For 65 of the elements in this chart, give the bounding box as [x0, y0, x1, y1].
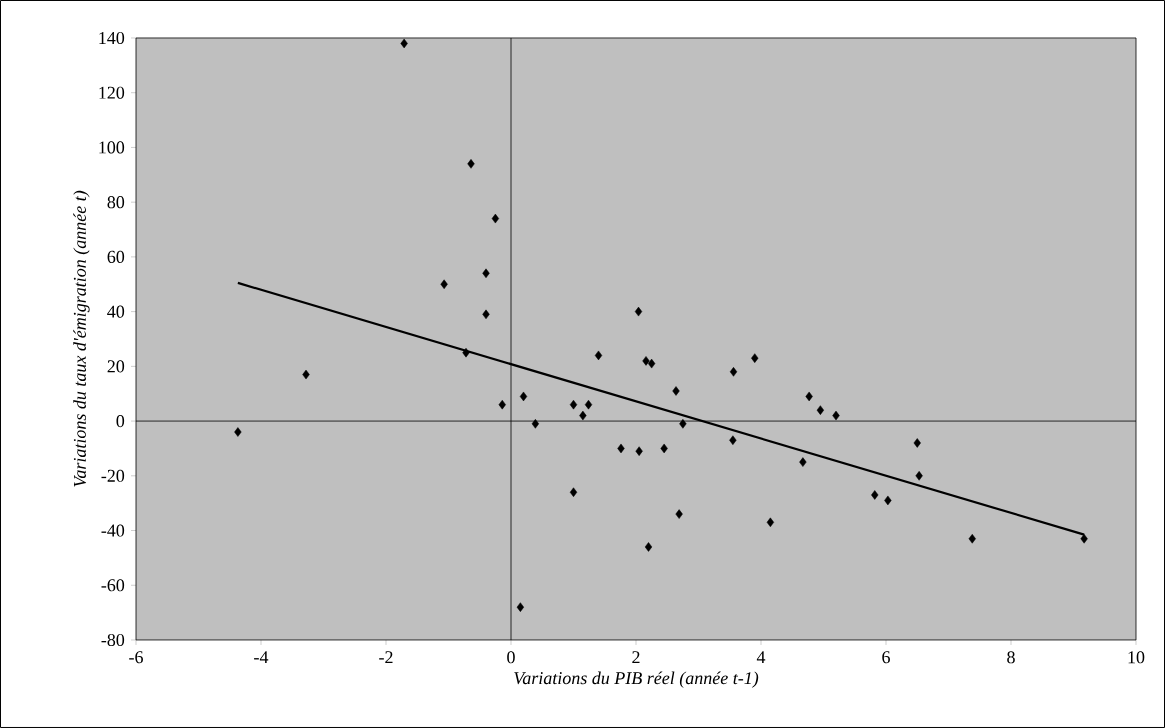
y-tick-label: -20 [101, 469, 125, 482]
x-tick-label: 10 [1128, 651, 1145, 664]
x-tick-label: -4 [254, 651, 269, 664]
point [617, 443, 625, 454]
point [482, 268, 490, 279]
x-axis-title: Variations du PIB réel (année t-1) [514, 671, 759, 688]
y-tick-label: -80 [101, 633, 125, 647]
y-tick-label: 20 [107, 360, 125, 373]
point [648, 358, 656, 369]
x-tick-label: 6 [882, 651, 890, 664]
point [635, 446, 643, 456]
y-axis-title: Variations du taux d'émigration (année t) [73, 190, 90, 487]
point [516, 602, 525, 612]
point [729, 435, 737, 445]
y-tick-label: 60 [107, 250, 125, 263]
point [531, 419, 540, 429]
x-tick-label: 0 [507, 651, 515, 664]
point [751, 353, 759, 363]
y-tick-label: -40 [101, 524, 125, 537]
point [915, 471, 923, 481]
point [579, 410, 587, 421]
point [569, 487, 578, 497]
point [462, 347, 470, 358]
point [519, 391, 528, 402]
point [234, 427, 242, 437]
point [660, 443, 668, 454]
point [968, 533, 976, 544]
y-tick-label: 80 [107, 196, 125, 209]
point [766, 517, 774, 528]
point [584, 399, 593, 410]
point [913, 438, 921, 448]
point [634, 306, 643, 317]
x-tick-label: -6 [129, 651, 143, 664]
x-tick-label: 8 [1007, 651, 1015, 664]
point [642, 356, 650, 366]
x-tick-label: -2 [379, 651, 393, 664]
point [805, 391, 813, 402]
y-tick-label: 100 [99, 141, 125, 154]
point [675, 509, 683, 519]
point [832, 410, 840, 421]
point [569, 399, 578, 410]
point [491, 213, 500, 224]
x-tick-label: 2 [632, 651, 640, 664]
point [498, 399, 506, 410]
point [302, 369, 310, 380]
point [729, 367, 738, 377]
point [884, 495, 892, 506]
y-tick-label: 0 [116, 415, 125, 428]
point [672, 386, 680, 396]
y-tick-label: 120 [99, 86, 125, 99]
point [1080, 533, 1088, 544]
y-tick-label: -60 [101, 579, 125, 592]
point [816, 405, 824, 415]
point [644, 542, 653, 552]
y-tick-label: 40 [107, 305, 125, 318]
x-tick-label: 4 [756, 651, 766, 664]
point [482, 309, 490, 320]
point [679, 419, 687, 429]
point [467, 159, 475, 169]
point [400, 38, 408, 49]
point [594, 350, 603, 361]
point [440, 279, 448, 290]
point [799, 457, 807, 467]
point [871, 490, 879, 500]
y-tick-label: 140 [99, 31, 125, 45]
